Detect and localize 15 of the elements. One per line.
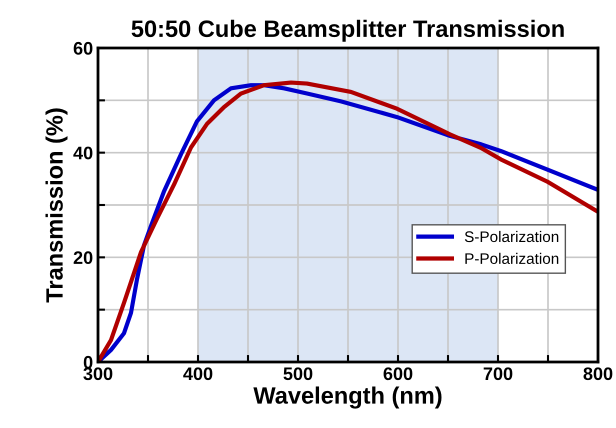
- y-axis-title: Transmission (%): [45, 108, 68, 302]
- y-tick-label: 20: [74, 251, 92, 264]
- x-tick-label: 700: [484, 367, 512, 380]
- x-axis-title: Wavelength (nm): [253, 386, 442, 409]
- x-tick-label: 500: [283, 367, 312, 380]
- x-tick-label: 400: [183, 367, 212, 380]
- legend-label: S-Polarization: [464, 230, 558, 242]
- y-tick-label: 60: [74, 42, 92, 55]
- y-tick-label: 40: [73, 146, 92, 160]
- chart-title: 50:50 Cube Beamsplitter Transmission: [132, 20, 564, 42]
- x-tick-label: 300: [83, 367, 112, 380]
- x-tick-label: 800: [584, 367, 612, 380]
- legend-label: P-Polarization: [465, 252, 558, 264]
- x-tick-label: 600: [384, 367, 412, 380]
- y-tick-label: 0: [84, 356, 92, 369]
